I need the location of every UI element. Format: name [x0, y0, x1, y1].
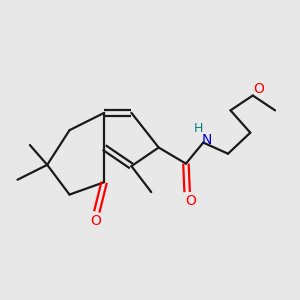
Text: H: H [194, 122, 203, 135]
Text: O: O [254, 82, 264, 96]
Text: O: O [185, 194, 196, 208]
Text: N: N [202, 133, 212, 147]
Text: O: O [90, 214, 101, 228]
